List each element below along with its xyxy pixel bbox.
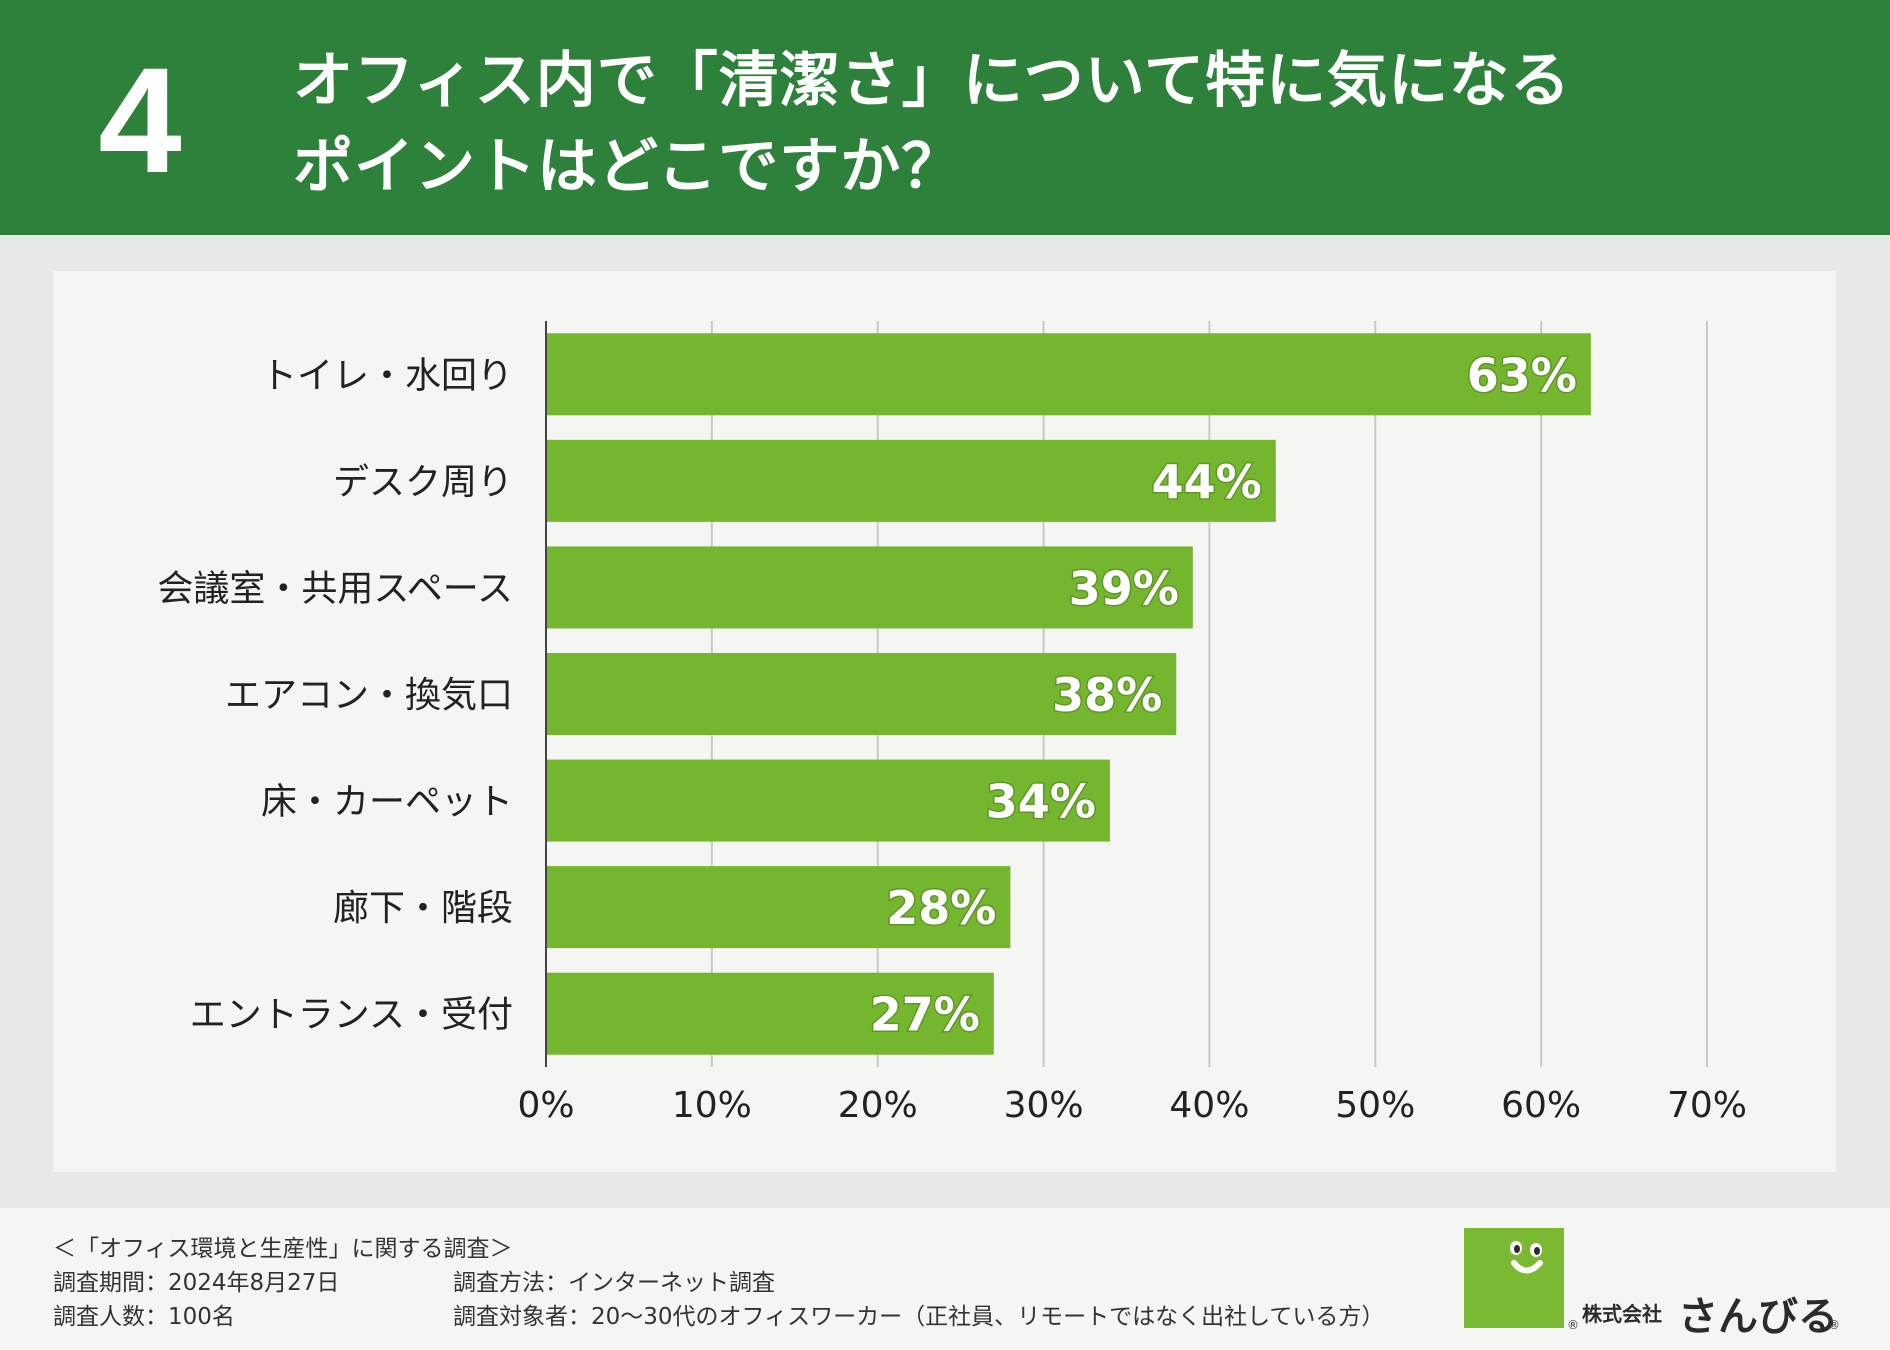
- bar: [546, 546, 1193, 629]
- bar: [546, 972, 994, 1055]
- category-label: 床・カーペット: [261, 782, 513, 823]
- question-number: 4: [98, 36, 182, 204]
- logo-brand: さんびる: [1678, 1294, 1838, 1340]
- bar-value-label: 28%: [886, 881, 996, 935]
- bar-value-label: 27%: [870, 988, 980, 1042]
- category-label: デスク周り: [333, 462, 513, 503]
- category-label: トイレ・水回り: [261, 355, 513, 396]
- footer: ＜「オフィス環境と生産性」に関する調査＞ 調査期間：2024年8月27日 調査方…: [0, 1208, 1890, 1350]
- survey-count: 調査人数：100名: [53, 1304, 235, 1330]
- x-tick-label: 60%: [1501, 1085, 1581, 1126]
- category-label: エアコン・換気口: [225, 675, 513, 716]
- survey-title: ＜「オフィス環境と生産性」に関する調査＞: [53, 1236, 513, 1262]
- bar: [546, 439, 1276, 522]
- survey-period: 調査期間：2024年8月27日: [53, 1270, 340, 1296]
- labels: 0% 10% 20% 30% 40% 50% 60% 70% 63% トイレ・水回り 44% デスク周…: [157, 347, 1747, 1126]
- category-label: 会議室・共用スペース: [157, 568, 513, 609]
- chart-panel: 0% 10% 20% 30% 40% 50% 60% 70% 63% トイレ・水回り 44% デスク周…: [53, 271, 1836, 1172]
- x-tick-label: 30%: [1004, 1085, 1084, 1126]
- title-line-2: ポイントはどこですか？: [293, 132, 963, 202]
- x-tick-label: 20%: [838, 1085, 918, 1126]
- chart-title: オフィス内で「清潔さ」について特に気になる ポイントはどこですか？: [293, 38, 1743, 210]
- bar-value-label: 34%: [986, 775, 1096, 829]
- bar-chart: 0% 10% 20% 30% 40% 50% 60% 70% 63% トイレ・水回り 44% デスク周…: [157, 321, 1747, 1126]
- bar-value-label: 44%: [1152, 455, 1262, 509]
- category-label: 廊下・階段: [333, 888, 513, 929]
- survey-target: 調査対象者：20〜30代のオフィスワーカー（正社員、リモートではなく出社している…: [453, 1304, 1385, 1330]
- bar: [546, 759, 1110, 842]
- bar: [546, 653, 1177, 735]
- logo-company: 株式会社: [1582, 1302, 1662, 1326]
- x-tick-label: 50%: [1335, 1085, 1415, 1126]
- bar-value-label: 38%: [1052, 668, 1162, 722]
- bar-value-label: 63%: [1467, 348, 1577, 402]
- x-tick-label: 0%: [517, 1085, 574, 1126]
- survey-method: 調査方法：インターネット調査: [453, 1270, 775, 1296]
- header-banner: 4 オフィス内で「清潔さ」について特に気になる ポイントはどこですか？: [0, 0, 1890, 235]
- category-label: エントランス・受付: [190, 995, 513, 1036]
- x-tick-label: 40%: [1169, 1085, 1249, 1126]
- logo-reg-mark-2: ®: [1828, 1318, 1840, 1332]
- logo-mascot-icon: [1464, 1228, 1564, 1328]
- x-tick-label: 10%: [672, 1085, 752, 1126]
- logo-reg-mark-1: ®: [1567, 1318, 1579, 1332]
- bar: [546, 333, 1591, 416]
- bars: [546, 333, 1591, 1055]
- bar: [546, 866, 1011, 949]
- bar-value-label: 39%: [1069, 561, 1179, 615]
- mascot-face-icon: [1510, 1241, 1543, 1274]
- title-line-1: オフィス内で「清潔さ」について特に気になる: [293, 46, 1571, 116]
- x-tick-label: 70%: [1667, 1085, 1747, 1126]
